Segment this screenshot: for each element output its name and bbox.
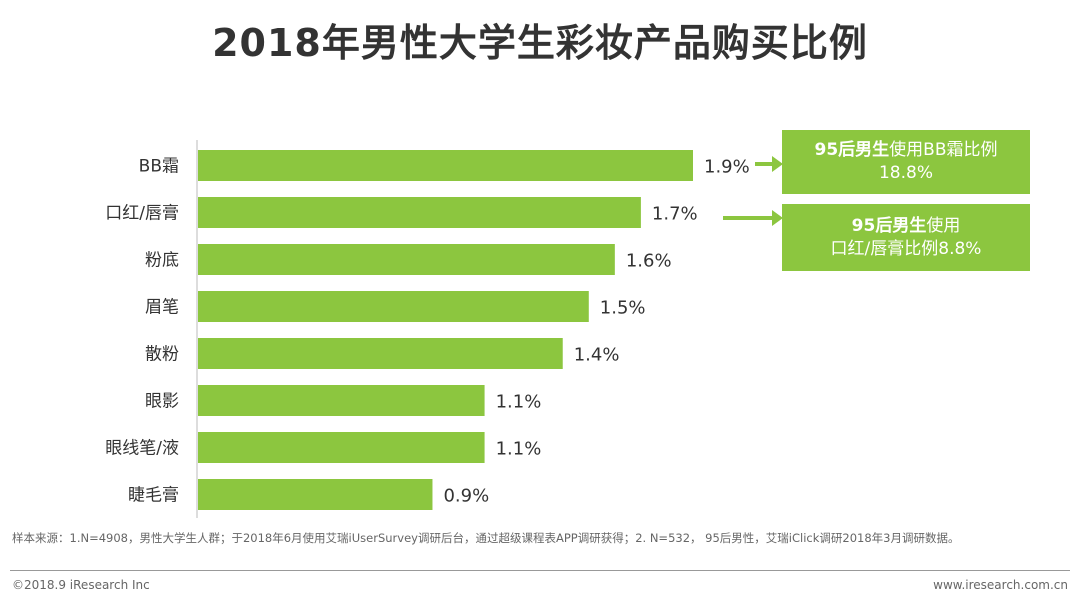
bar-chart: BB霜 1.9% 口红/唇膏 1.7% 粉底 1.6% 眉笔 1.5% 散粉 1.4% 眼影 1.1%…: [105, 140, 750, 518]
category-label: 口红/唇膏: [105, 203, 179, 224]
category-label: 粉底: [145, 251, 179, 271]
callout-text: 使用: [926, 215, 961, 236]
data-label: 1.6%: [626, 251, 672, 272]
source-note: 样本来源：1.N=4908，男性大学生人群；于2018年6月使用艾瑞iUserS…: [12, 531, 960, 545]
callout-text: 使用BB霜比例: [889, 140, 998, 160]
footer-divider: [10, 570, 1070, 571]
callout-highlight: 95后男生: [851, 215, 927, 236]
data-label: 1.4%: [574, 345, 620, 366]
category-label: 散粉: [145, 345, 179, 365]
data-label: 1.1%: [496, 439, 542, 460]
callout-arrow-1: [755, 156, 783, 172]
callout-arrow-2: [723, 210, 783, 226]
bar: [198, 432, 485, 463]
chart-title: 2018年男性大学生彩妆产品购买比例: [212, 21, 868, 65]
bar: [198, 197, 641, 228]
category-label: 睫毛膏: [128, 485, 179, 506]
bars-layer: BB霜 1.9% 口红/唇膏 1.7% 粉底 1.6% 眉笔 1.5% 散粉 1.4% 眼影 1.1%…: [105, 150, 750, 510]
website-link[interactable]: www.iresearch.com.cn: [933, 578, 1068, 592]
bar: [198, 385, 485, 416]
data-label: 1.9%: [704, 157, 750, 178]
callout-lipstick: 95后男生使用 口红/唇膏比例8.8%: [782, 204, 1030, 271]
callout-line-1: 95后男生使用: [852, 215, 961, 238]
copyright: ©2018.9 iResearch Inc: [12, 578, 150, 592]
bar: [198, 479, 433, 510]
data-label: 0.9%: [443, 486, 489, 507]
data-label: 1.5%: [600, 298, 646, 319]
callout-bb-cream: 95后男生使用BB霜比例 18.8%: [782, 130, 1030, 194]
bar: [198, 244, 615, 275]
callout-line-2: 18.8%: [878, 163, 933, 183]
callout-line-2: 口红/唇膏比例8.8%: [830, 238, 982, 259]
callout-line-1: 95后男生使用BB霜比例: [815, 139, 998, 162]
category-label: 眼影: [145, 392, 179, 412]
category-label: BB霜: [139, 157, 179, 177]
callout-highlight: 95后男生: [814, 140, 890, 160]
data-label: 1.1%: [496, 392, 542, 413]
bar: [198, 291, 589, 322]
bar: [198, 150, 693, 181]
bar: [198, 338, 563, 369]
data-label: 1.7%: [652, 204, 698, 225]
category-label: 眉笔: [145, 298, 179, 318]
category-label: 眼线笔/液: [105, 439, 179, 459]
